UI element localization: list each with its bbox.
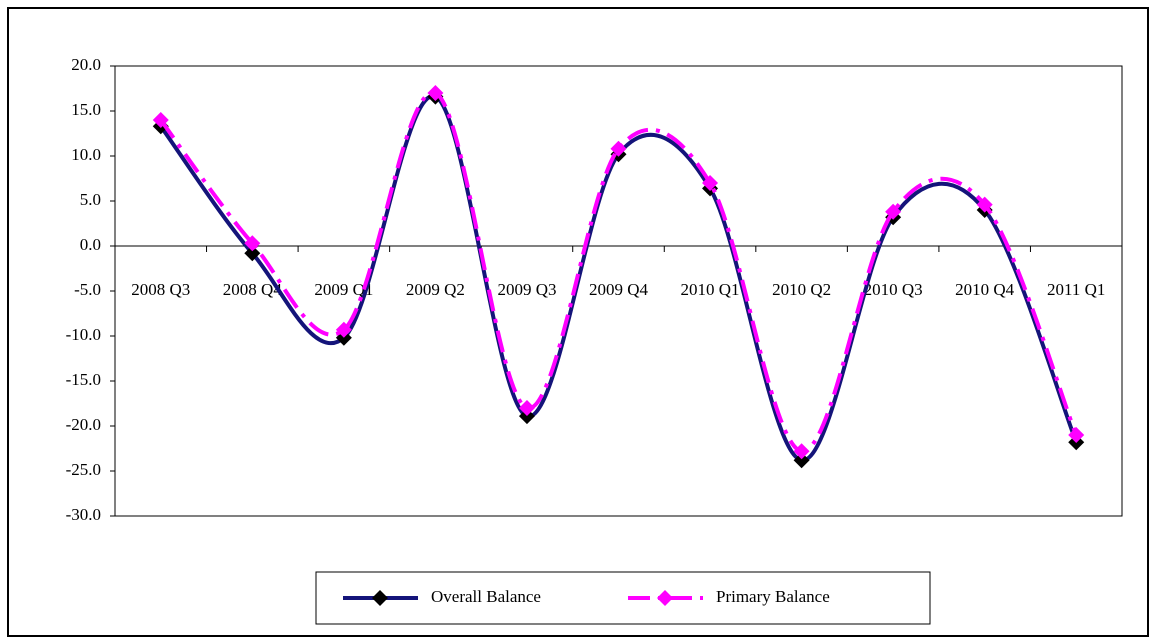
marker xyxy=(152,112,169,128)
marker xyxy=(702,175,719,191)
x-tick-label: 2009 Q1 xyxy=(314,280,373,299)
y-tick-label: 5.0 xyxy=(80,190,101,209)
y-tick-label: -20.0 xyxy=(66,415,101,434)
x-tick-label: 2010 Q1 xyxy=(681,280,740,299)
y-tick-label: 20.0 xyxy=(71,55,101,74)
x-tick-label: 2009 Q2 xyxy=(406,280,465,299)
marker xyxy=(518,400,535,416)
y-tick-label: 15.0 xyxy=(71,100,101,119)
marker xyxy=(1068,427,1085,443)
marker xyxy=(793,452,810,469)
marker xyxy=(976,196,993,213)
x-tick-label: 2008 Q3 xyxy=(131,280,190,299)
marker xyxy=(244,235,261,252)
y-tick-label: -30.0 xyxy=(66,505,101,524)
y-tick-label: -15.0 xyxy=(66,370,101,389)
marker xyxy=(427,85,444,101)
x-tick-label: 2008 Q4 xyxy=(223,280,283,299)
series-line xyxy=(159,90,1079,454)
marker xyxy=(793,443,810,460)
legend-marker xyxy=(657,590,673,606)
x-tick-label: 2009 Q4 xyxy=(589,280,649,299)
y-tick-label: 0.0 xyxy=(80,235,101,254)
x-tick-label: 2010 Q2 xyxy=(772,280,831,299)
y-tick-label: 10.0 xyxy=(71,145,101,164)
marker xyxy=(885,203,902,220)
chart-frame xyxy=(7,7,1149,637)
x-tick-label: 2010 Q3 xyxy=(864,280,923,299)
x-tick-label: 2010 Q4 xyxy=(955,280,1015,299)
legend-label: Overall Balance xyxy=(431,587,541,606)
legend-marker xyxy=(372,590,388,606)
y-tick-label: -5.0 xyxy=(74,280,101,299)
legend-box xyxy=(315,571,931,625)
x-tick-label: 2009 Q3 xyxy=(497,280,556,299)
legend-label: Primary Balance xyxy=(716,587,830,606)
y-tick-label: -25.0 xyxy=(66,460,101,479)
marker xyxy=(244,245,261,262)
marker xyxy=(610,140,627,157)
y-tick-label: -10.0 xyxy=(66,325,101,344)
x-tick-label: 2011 Q1 xyxy=(1047,280,1105,299)
marker xyxy=(335,321,352,338)
marker xyxy=(518,408,535,425)
